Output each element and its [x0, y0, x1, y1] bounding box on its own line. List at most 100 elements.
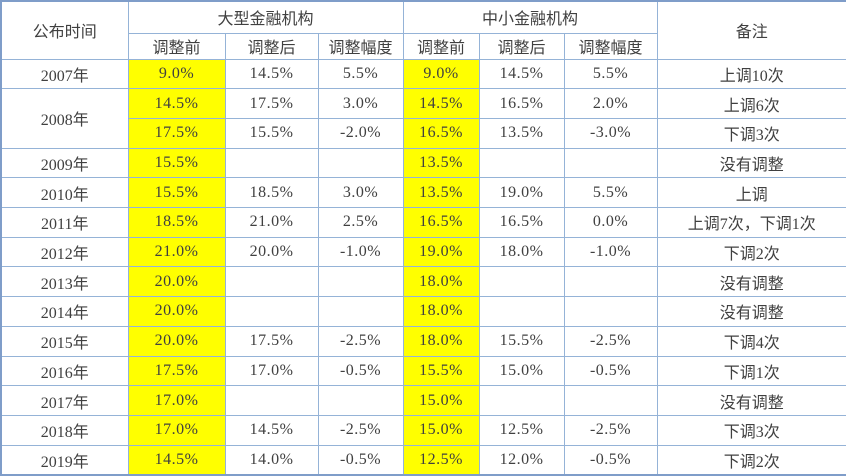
- large-delta-cell: [317, 266, 404, 298]
- small-delta-cell: -1.0%: [563, 236, 658, 268]
- small-before-cell: 15.0%: [402, 385, 480, 416]
- small-delta-cell: -0.5%: [563, 444, 658, 476]
- year-cell: 2013年: [0, 266, 129, 298]
- remark-cell: 上调7次，下调1次: [656, 207, 846, 238]
- large-delta-cell: [317, 385, 404, 416]
- remark-cell: 下调2次: [656, 236, 846, 268]
- large-before-cell: 9.0%: [127, 58, 226, 90]
- large-before-cell: 17.0%: [127, 414, 226, 446]
- small-delta-cell: 5.5%: [563, 58, 658, 90]
- small-after-cell: 13.5%: [478, 117, 565, 149]
- large-after-cell: [224, 266, 319, 298]
- small-before-cell: 15.0%: [402, 414, 480, 446]
- small-delta-cell: -2.5%: [563, 414, 658, 446]
- large-delta-cell: 5.5%: [317, 58, 404, 90]
- large-before-cell: 15.5%: [127, 147, 226, 179]
- small-before-cell: 13.5%: [402, 177, 480, 209]
- year-cell: 2012年: [0, 236, 129, 268]
- large-delta-cell: 3.0%: [317, 88, 404, 119]
- table-row: 2019年 14.5% 14.0% -0.5% 12.5% 12.0% -0.5…: [0, 444, 846, 476]
- large-delta-cell: -2.5%: [317, 325, 404, 357]
- small-delta-cell: -2.5%: [563, 325, 658, 357]
- large-delta-cell: -2.0%: [317, 117, 404, 149]
- table-row: 2018年 17.0% 14.5% -2.5% 15.0% 12.5% -2.5…: [0, 414, 846, 446]
- header-remark: 备注: [656, 0, 846, 60]
- table-row: 17.5% 15.5% -2.0% 16.5% 13.5% -3.0% 下调3次: [1, 117, 846, 149]
- large-after-cell: 18.5%: [224, 177, 319, 209]
- small-delta-cell: -3.0%: [563, 117, 658, 149]
- small-before-cell: 18.0%: [402, 266, 480, 298]
- large-before-cell: 14.5%: [127, 444, 226, 476]
- large-after-cell: 14.5%: [224, 414, 319, 446]
- small-delta-cell: [563, 147, 658, 179]
- remark-cell: 没有调整: [656, 147, 846, 179]
- large-delta-cell: [317, 147, 404, 179]
- year-cell: 2017年: [0, 385, 129, 416]
- large-before-cell: 21.0%: [127, 236, 226, 268]
- remark-cell: 下调3次: [656, 414, 846, 446]
- large-delta-cell: -2.5%: [317, 414, 404, 446]
- small-delta-cell: 5.5%: [563, 177, 658, 209]
- table-row: 2011年 18.5% 21.0% 2.5% 16.5% 16.5% 0.0% …: [0, 207, 846, 238]
- small-after-cell: [478, 385, 565, 416]
- small-delta-cell: 2.0%: [563, 88, 658, 119]
- large-after-cell: [224, 296, 319, 327]
- large-before-cell: 14.5%: [127, 88, 226, 119]
- small-delta-cell: -0.5%: [563, 355, 658, 387]
- remark-cell: 没有调整: [656, 266, 846, 298]
- large-after-cell: 20.0%: [224, 236, 319, 268]
- large-after-cell: 14.0%: [224, 444, 319, 476]
- year-cell: 2016年: [0, 355, 129, 387]
- large-delta-cell: 2.5%: [317, 207, 404, 238]
- large-before-cell: 20.0%: [127, 296, 226, 327]
- small-after-cell: 15.0%: [478, 355, 565, 387]
- large-after-cell: [224, 147, 319, 179]
- remark-cell: 下调2次: [656, 444, 846, 476]
- table-row: 2014年 20.0% 18.0% 没有调整: [0, 296, 846, 327]
- small-after-cell: 18.0%: [478, 236, 565, 268]
- large-after-cell: 21.0%: [224, 207, 319, 238]
- large-after-cell: [224, 385, 319, 416]
- header-small-after: 调整后: [478, 32, 565, 60]
- large-before-cell: 20.0%: [127, 266, 226, 298]
- remark-cell: 下调3次: [656, 117, 846, 149]
- small-after-cell: [478, 266, 565, 298]
- table-row: 2008年 14.5% 17.5% 3.0% 14.5% 16.5% 2.0% …: [0, 88, 846, 149]
- remark-cell: 下调1次: [656, 355, 846, 387]
- header-group-large-institutions: 大型金融机构: [127, 0, 404, 34]
- large-delta-cell: 3.0%: [317, 177, 404, 209]
- small-before-cell: 16.5%: [402, 207, 480, 238]
- large-delta-cell: -1.0%: [317, 236, 404, 268]
- header-small-delta: 调整幅度: [563, 32, 658, 60]
- year-cell: 2007年: [0, 58, 129, 90]
- large-before-cell: 18.5%: [127, 207, 226, 238]
- header-small-before: 调整前: [402, 32, 480, 60]
- year-cell: 2014年: [0, 296, 129, 327]
- table-row: 2007年 9.0% 14.5% 5.5% 9.0% 14.5% 5.5% 上调…: [0, 58, 846, 90]
- small-after-cell: 16.5%: [478, 207, 565, 238]
- header-group-small-institutions: 中小金融机构: [402, 0, 658, 34]
- large-before-cell: 15.5%: [127, 177, 226, 209]
- small-after-cell: [478, 147, 565, 179]
- header-publish-time: 公布时间: [0, 0, 129, 60]
- small-delta-cell: [563, 296, 658, 327]
- year-cell: 2015年: [0, 325, 129, 357]
- small-before-cell: 18.0%: [402, 325, 480, 357]
- remark-cell: 没有调整: [656, 296, 846, 327]
- year-cell: 2010年: [0, 177, 129, 209]
- table-row: 2017年 17.0% 15.0% 没有调整: [0, 385, 846, 416]
- table-row: 2016年 17.5% 17.0% -0.5% 15.5% 15.0% -0.5…: [0, 355, 846, 387]
- table-row: 2009年 15.5% 13.5% 没有调整: [0, 147, 846, 179]
- small-before-cell: 15.5%: [402, 355, 480, 387]
- remark-cell: 没有调整: [656, 385, 846, 416]
- large-before-cell: 20.0%: [127, 325, 226, 357]
- remark-cell: 上调10次: [656, 58, 846, 90]
- year-cell: 2009年: [0, 147, 129, 179]
- small-after-cell: 16.5%: [478, 88, 565, 119]
- small-before-cell: 13.5%: [402, 147, 480, 179]
- small-after-cell: 12.0%: [478, 444, 565, 476]
- table-row: 2015年 20.0% 17.5% -2.5% 18.0% 15.5% -2.5…: [0, 325, 846, 357]
- small-delta-cell: 0.0%: [563, 207, 658, 238]
- small-after-cell: [478, 296, 565, 327]
